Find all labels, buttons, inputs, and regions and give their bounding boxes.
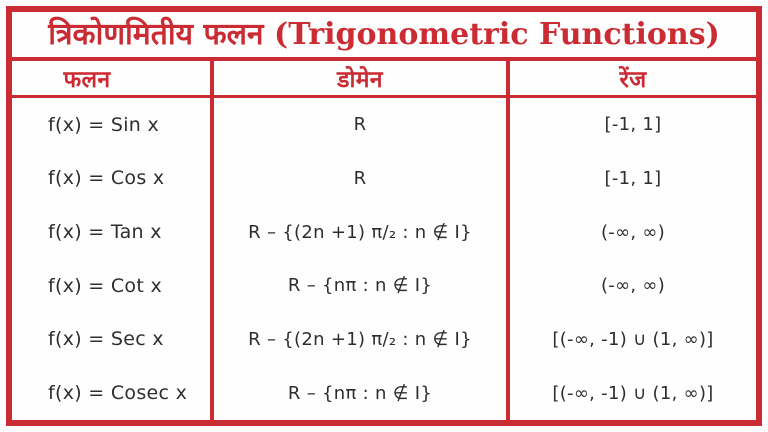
domain-cell-sec: R – {(2n +1) π/₂ : n ∉ I}	[210, 312, 510, 367]
title-bar: त्रिकोणमितीय फलन (Trigonometric Function…	[12, 12, 756, 61]
domain-cell-tan: R – {(2n +1) π/₂ : n ∉ I}	[210, 205, 510, 259]
domain-cell-cot: R – {nπ : n ∉ I}	[210, 259, 510, 313]
range-cell-tan: (-∞, ∞)	[600, 221, 666, 243]
range-cell-cos: [-1, 1]	[604, 167, 662, 189]
function-cell-cos: f(x) = Cos x	[48, 167, 165, 190]
range-cell-sin: [-1, 1]	[604, 114, 662, 136]
range-cell-cosec: [(-∞, -1) ∪ (1, ∞)]	[552, 382, 714, 404]
domain-cell-cos: R	[210, 151, 510, 206]
function-cell-cot: f(x) = Cot x	[48, 274, 162, 297]
column-header-function: फलन	[12, 61, 210, 98]
range-cell-sec: [(-∞, -1) ∪ (1, ∞)]	[552, 328, 714, 350]
column-header-range: रेंज	[510, 61, 756, 98]
trig-functions-table: फलन डोमेन रेंज f(x) = Sin x R [-1, 1] f(…	[12, 61, 756, 420]
function-cell-tan: f(x) = Tan x	[48, 221, 162, 244]
column-header-domain: डोमेन	[210, 61, 510, 98]
page-title: त्रिकोणमितीय फलन (Trigonometric Function…	[48, 16, 720, 52]
function-cell-sec: f(x) = Sec x	[48, 328, 164, 351]
range-cell-cot: (-∞, ∞)	[600, 275, 666, 297]
function-cell-cosec: f(x) = Cosec x	[48, 382, 188, 405]
poster-frame: त्रिकोणमितीय फलन (Trigonometric Function…	[6, 6, 762, 426]
domain-cell-sin: R	[210, 98, 510, 152]
domain-cell-cosec: R – {nπ : n ∉ I}	[210, 366, 510, 420]
function-cell-sin: f(x) = Sin x	[48, 113, 160, 136]
